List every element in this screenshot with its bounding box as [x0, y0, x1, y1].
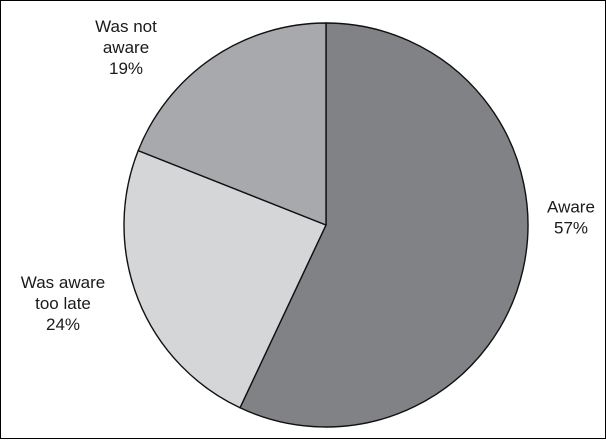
pie-slice-label-line: aware: [103, 38, 149, 57]
pie-slice-label-line: 19%: [109, 59, 143, 78]
pie-slice-label-line: Was not: [95, 17, 157, 36]
pie-slice-label-1: Was aware too late 24%: [21, 273, 105, 334]
pie-slice-label-line: Was aware: [21, 273, 105, 292]
pie-slice-1: [123, 149, 327, 409]
pie-slice-2: [137, 22, 327, 226]
pie-slice-label-line: 24%: [46, 315, 80, 334]
pie-slice-label-2: Was not aware 19%: [95, 17, 157, 78]
pie-slice-label-line: Aware: [547, 198, 595, 217]
pie-slice-label-0: Aware 57%: [547, 198, 595, 238]
pie-slice-0: [239, 22, 529, 428]
pie-labels: Aware 57% Was aware too late 24% Was not aware…: [21, 17, 595, 334]
pie-slice-label-line: 57%: [554, 219, 588, 238]
pie-slice-label-line: too late: [35, 294, 91, 313]
pie-slices: [123, 22, 529, 428]
